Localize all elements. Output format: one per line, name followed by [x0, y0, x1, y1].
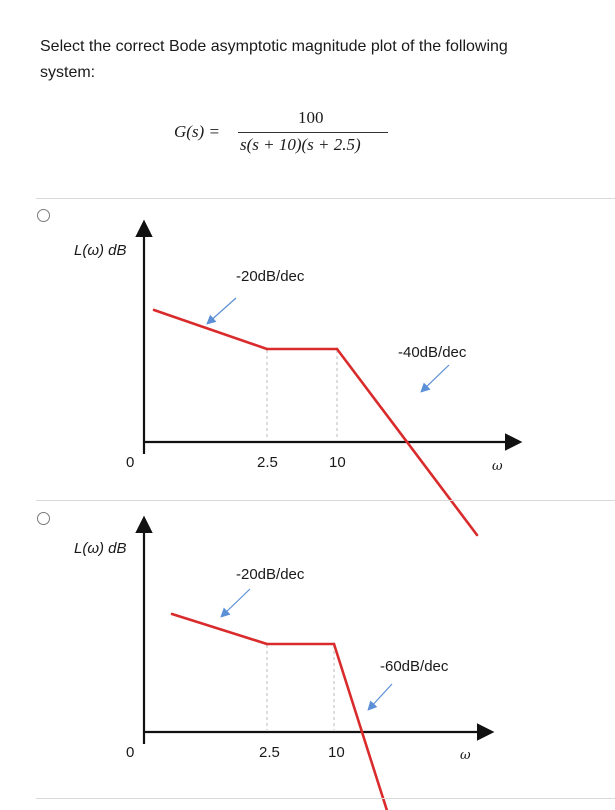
option-b-chart: [135, 515, 495, 810]
option-divider: [36, 500, 615, 501]
asymptote-segment: [152, 308, 269, 351]
option-a-x-axis-label: ω: [492, 459, 503, 474]
option-b-origin-label: 0: [126, 744, 135, 761]
option-b-plot: L(ω) dB -20dB/dec -60dB/dec 0 2.5 10 ω: [60, 512, 615, 810]
slope-annotation-arrow: [220, 588, 251, 618]
option-b-slope-label-2: -60dB/dec: [380, 658, 449, 675]
option-a-radio[interactable]: [37, 209, 50, 222]
option-b-slope-label-1: -20dB/dec: [236, 566, 305, 583]
slope-annotation-arrow: [420, 364, 450, 393]
option-a-tick-10: 10: [329, 454, 346, 471]
option-a-plot: L(ω) dB -20dB/dec -40dB/dec 0 2.5 10 ω: [60, 210, 615, 537]
option-a-slope-label-1: -20dB/dec: [236, 268, 305, 285]
option-a-tick-2-5: 2.5: [257, 454, 278, 471]
asymptote-segment: [335, 347, 479, 537]
option-divider: [36, 198, 615, 199]
formula-numerator: 100: [298, 108, 324, 127]
formula-denominator: s(s + 10)(s + 2.5): [240, 135, 361, 154]
option-divider: [36, 798, 615, 799]
slope-annotation-arrow: [367, 683, 393, 711]
fraction-bar: [238, 132, 388, 133]
option-a-origin-label: 0: [126, 454, 135, 471]
option-b-x-axis-label: ω: [460, 748, 471, 763]
option-b-y-axis-label: L(ω) dB: [74, 540, 127, 557]
option-b-radio[interactable]: [37, 512, 50, 525]
option-b-series-layer: [135, 515, 495, 810]
option-b-tick-10: 10: [328, 744, 345, 761]
formula-lhs: G(s) =: [174, 122, 220, 141]
option-a-slope-label-2: -40dB/dec: [398, 344, 467, 361]
asymptote-segment: [332, 642, 389, 810]
option-a-series-layer: [135, 219, 523, 537]
option-a-chart: [135, 219, 523, 537]
slope-annotation-arrow: [206, 297, 237, 325]
asymptote-segment: [170, 612, 269, 646]
option-b-tick-2-5: 2.5: [259, 744, 280, 761]
question-text: Select the correct Bode asymptotic magni…: [40, 38, 508, 81]
option-a-y-axis-label: L(ω) dB: [74, 242, 127, 259]
transfer-function-formula: G(s) = 100 s(s + 10)(s + 2.5): [160, 108, 420, 158]
